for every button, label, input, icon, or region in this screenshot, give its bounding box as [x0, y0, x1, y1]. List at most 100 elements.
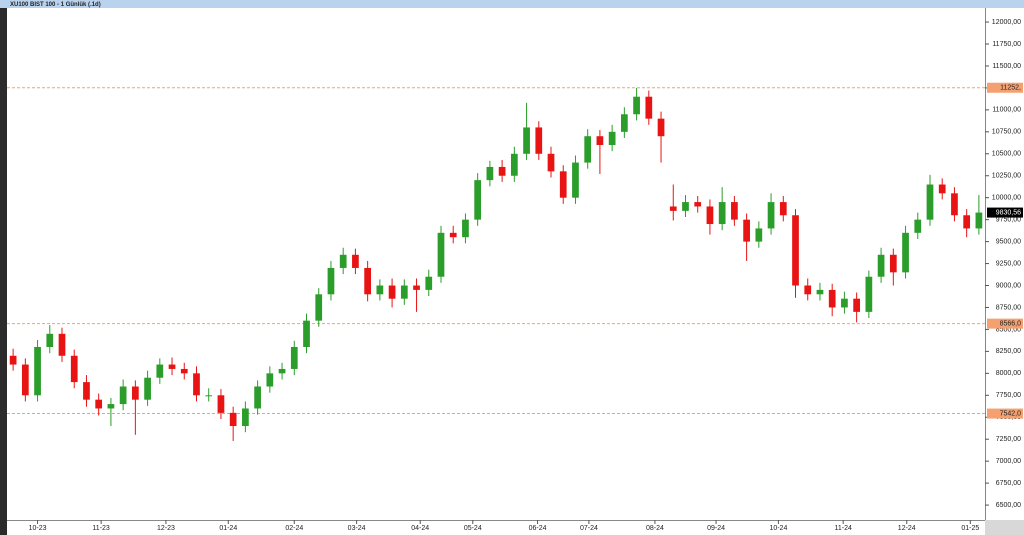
candle-body — [144, 377, 151, 400]
candle-body — [792, 215, 799, 286]
candle-body — [816, 289, 824, 295]
candle-body — [132, 386, 139, 400]
candle-body — [902, 232, 909, 273]
candle-body — [510, 153, 518, 176]
reference-label: 8566,0 — [1000, 320, 1022, 327]
y-tick-label: 7750,00 — [996, 392, 1021, 399]
x-tick-label: 06-24 — [529, 525, 547, 532]
x-tick-label: 12-23 — [157, 525, 175, 532]
candle-body — [437, 232, 445, 277]
candle-body — [229, 412, 237, 427]
x-tick-label: 08-24 — [646, 525, 664, 532]
candle-body — [706, 206, 714, 225]
candle-body — [474, 180, 482, 220]
y-tick-label: 8750,00 — [996, 304, 1021, 311]
candle-body — [254, 386, 261, 409]
candle-body — [755, 228, 763, 242]
y-tick-label: 12000,00 — [992, 19, 1021, 26]
candle-body — [34, 346, 41, 396]
y-tick-label: 9000,00 — [996, 282, 1021, 289]
x-tick-label: 07-24 — [580, 525, 598, 532]
last-price-box — [987, 207, 1023, 218]
candle-body — [58, 333, 66, 356]
reference-label: 7542,0 — [1000, 410, 1022, 417]
candle-body — [865, 276, 873, 312]
candle-body — [743, 219, 750, 242]
candle-body — [645, 96, 653, 119]
candle-body — [718, 202, 726, 225]
reference-label-box — [987, 408, 1023, 419]
candle-body — [449, 232, 457, 238]
y-tick-label: 10750,00 — [992, 129, 1021, 136]
candle-body — [205, 395, 213, 397]
y-tick-label: 11500,00 — [992, 63, 1021, 70]
left-toolbar — [0, 8, 7, 535]
candle-body — [388, 285, 396, 299]
candle-body — [315, 294, 323, 321]
x-tick-label: 10-23 — [29, 525, 47, 532]
y-tick-label: 11750,00 — [992, 41, 1021, 48]
x-tick-label: 05-24 — [464, 525, 482, 532]
candle-body — [156, 364, 164, 378]
candle-body — [523, 127, 530, 154]
candle-body — [400, 285, 408, 299]
candle-body — [621, 114, 628, 132]
candle-body — [46, 333, 54, 347]
x-tick-label: 04-24 — [411, 525, 429, 532]
candle-body — [70, 355, 78, 383]
candle-body — [193, 373, 200, 396]
reference-label-box — [987, 82, 1023, 93]
candle-body — [339, 254, 347, 268]
candle-body — [828, 289, 836, 308]
plot-area — [7, 8, 985, 520]
candle-body — [779, 202, 787, 216]
x-axis-area — [7, 521, 985, 535]
x-tick-label: 10-24 — [769, 525, 787, 532]
candle-body — [217, 395, 225, 413]
candle-body — [841, 298, 848, 308]
candle-body — [608, 131, 616, 146]
candle-body — [877, 254, 885, 277]
candle-body — [963, 215, 971, 229]
candle-body — [278, 368, 286, 374]
y-tick-label: 10000,00 — [992, 195, 1021, 202]
candle-body — [584, 136, 592, 163]
y-tick-label: 9250,00 — [996, 260, 1021, 267]
y-tick-label: 7250,00 — [996, 436, 1021, 443]
candle-body — [327, 267, 335, 295]
y-tick-label: 6500,00 — [996, 502, 1021, 509]
title-bar — [0, 0, 1024, 8]
y-tick-label: 6750,00 — [996, 480, 1021, 487]
y-tick-label: 9500,00 — [996, 238, 1021, 245]
y-tick-label: 8250,00 — [996, 348, 1021, 355]
y-axis-area — [986, 8, 1024, 520]
candle-body — [975, 212, 983, 229]
candle-body — [731, 202, 738, 220]
candle-body — [767, 202, 775, 229]
x-tick-label: 12-24 — [898, 525, 916, 532]
y-tick-label: 11000,00 — [992, 107, 1021, 114]
x-tick-label: 01-24 — [219, 525, 237, 532]
y-tick-label: 8000,00 — [996, 370, 1021, 377]
candle-body — [633, 96, 640, 115]
candle-body — [413, 285, 420, 290]
candle-body — [596, 136, 604, 146]
candle-body — [119, 386, 127, 405]
candle-body — [462, 219, 469, 238]
candle-body — [682, 202, 689, 211]
reference-label-box — [987, 318, 1023, 329]
candle-body — [290, 346, 298, 369]
candle-body — [804, 285, 812, 295]
candle-body — [853, 298, 860, 312]
x-tick-label: 03-24 — [348, 525, 366, 532]
candle-body — [486, 166, 494, 181]
candle-body — [266, 373, 274, 387]
candle-body — [926, 184, 934, 220]
y-tick-label: 8500,00 — [996, 326, 1021, 333]
chart-title: XU100 BIST 100 - 1 Günlük (.1d) — [10, 2, 101, 8]
candle-body — [498, 166, 506, 176]
x-tick-label: 02-24 — [285, 525, 303, 532]
x-tick-label: 01-25 — [961, 525, 979, 532]
